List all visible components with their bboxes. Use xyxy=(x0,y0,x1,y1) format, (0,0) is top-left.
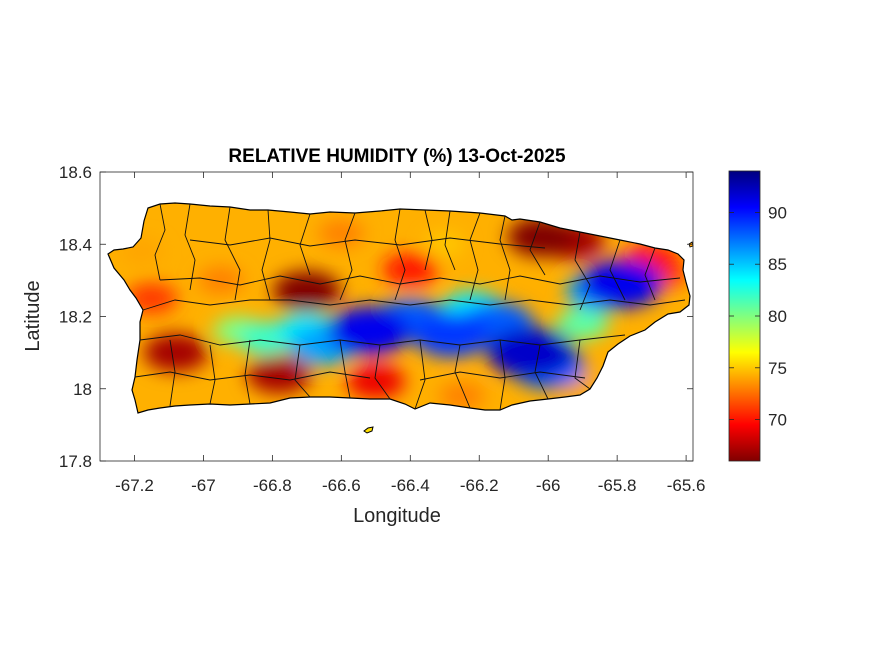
x-tick-label: -66 xyxy=(536,476,561,495)
municipality-boundary xyxy=(419,371,586,381)
municipality-boundary xyxy=(261,209,271,301)
municipality-boundary xyxy=(574,231,591,311)
caja-de-muertos-island xyxy=(363,426,374,434)
colorbar: 70 75 80 85 90 xyxy=(728,170,787,462)
x-tick-label: -65.8 xyxy=(598,476,637,495)
x-axis-label: Longitude xyxy=(353,505,441,527)
humidity-blobs xyxy=(120,217,688,410)
municipality-boundary xyxy=(159,275,681,286)
humidity-field xyxy=(108,203,690,413)
colorbar-tick-label: 80 xyxy=(768,307,787,326)
humidity-cell xyxy=(326,306,411,356)
humidity-cell xyxy=(382,253,438,286)
colorbar-ticks: 70 75 80 85 90 xyxy=(729,203,787,430)
municipality-boundary xyxy=(454,344,471,409)
municipality-boundary xyxy=(529,221,546,276)
humidity-cell xyxy=(272,271,341,312)
x-axis: -67.2 -67 -66.8 -66.6 -66.4 -66.2 -66 -65.8 -65.… xyxy=(115,172,705,495)
humidity-cell xyxy=(197,266,244,295)
municipality-boundary xyxy=(444,210,456,271)
y-tick-label: 18.6 xyxy=(59,163,92,182)
municipality-boundary xyxy=(469,212,481,301)
municipality-boundary xyxy=(209,344,216,405)
colorbar-tick-label: 75 xyxy=(768,359,787,378)
y-tick-label: 18.2 xyxy=(59,308,92,327)
municipality-boundary xyxy=(424,209,433,271)
colorbar-tick-label: 85 xyxy=(768,255,787,274)
x-tick-label: -66.8 xyxy=(253,476,292,495)
municipality-boundary xyxy=(134,371,371,381)
humidity-cell xyxy=(556,308,609,340)
municipality-boundary xyxy=(294,344,311,398)
humidity-cell xyxy=(578,259,663,309)
municipality-boundary xyxy=(414,339,426,410)
x-tick-label: -65.6 xyxy=(667,476,706,495)
colorbar-tick-label: 90 xyxy=(768,203,787,222)
humidity-cell xyxy=(439,382,485,410)
municipality-boundary xyxy=(339,212,356,301)
plot-area: -67.2 -67 -66.8 -66.6 -66.4 -66.2 -66 -65.8 -65.… xyxy=(59,163,706,495)
municipality-boundary xyxy=(534,344,549,400)
x-tick-label: -66.6 xyxy=(322,476,361,495)
municipality-boundary xyxy=(189,237,546,249)
y-tick-label: 17.8 xyxy=(59,452,92,471)
municipality-boundary xyxy=(499,215,511,301)
municipality-boundary xyxy=(184,203,196,291)
municipality-boundary xyxy=(142,299,686,311)
municipality-boundary xyxy=(609,239,626,301)
municipality-boundary xyxy=(299,213,311,276)
y-tick-label: 18.4 xyxy=(59,235,92,254)
chart-title: RELATIVE HUMIDITY (%) 13-Oct-2025 xyxy=(228,146,566,167)
x-tick-label: -66.2 xyxy=(460,476,499,495)
x-tick-label: -67.2 xyxy=(115,476,154,495)
humidity-cell xyxy=(246,355,312,394)
municipality-boundaries xyxy=(134,203,686,411)
y-axis-label: Latitude xyxy=(22,280,44,351)
x-tick-label: -67 xyxy=(191,476,216,495)
municipality-boundary xyxy=(154,203,166,281)
municipality-boundary xyxy=(244,339,251,405)
y-tick-label: 18 xyxy=(73,380,92,399)
municipality-boundary xyxy=(169,339,176,407)
municipality-boundary xyxy=(499,339,506,411)
y-axis: 17.8 18 18.2 18.4 18.6 xyxy=(59,163,693,471)
x-tick-label: -66.4 xyxy=(391,476,430,495)
humidity-cell xyxy=(412,311,491,358)
municipality-boundary xyxy=(574,339,591,390)
municipality-boundary xyxy=(644,247,656,301)
humidity-cell xyxy=(346,364,406,399)
municipality-boundary xyxy=(339,339,351,399)
municipality-boundary xyxy=(394,208,406,301)
coastline xyxy=(107,202,691,414)
humidity-cell xyxy=(318,219,365,248)
humidity-cell xyxy=(143,333,209,372)
humidity-cell xyxy=(487,327,575,379)
colorbar-tick-label: 70 xyxy=(768,411,787,430)
municipality-boundary xyxy=(374,344,391,400)
